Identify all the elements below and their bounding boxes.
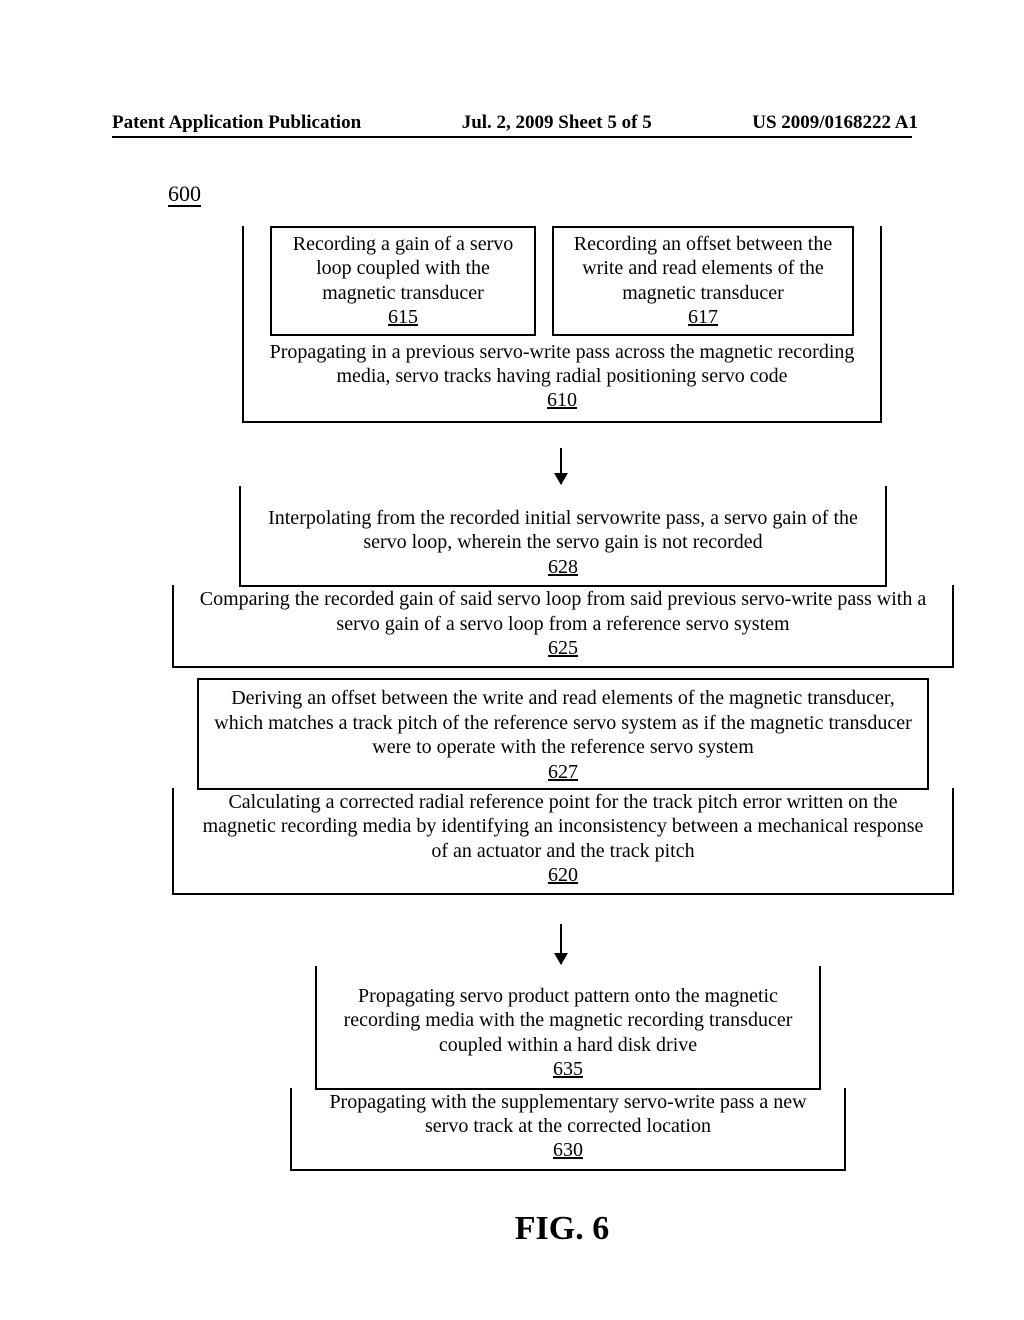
step-630-ref: 630 [553, 1139, 583, 1161]
step-630-group: Propagating servo product pattern onto t… [290, 966, 846, 1171]
step-615-text: Recording a gain of a servo loop coupled… [293, 233, 513, 304]
flow-number-text: 600 [168, 182, 201, 207]
step-620-group: Interpolating from the recorded initial … [172, 486, 954, 895]
step-610-ref: 610 [547, 389, 577, 411]
step-625-ref: 625 [548, 637, 578, 659]
step-610-text: Propagating in a previous servo-write pa… [270, 341, 855, 387]
step-625-text: Comparing the recorded gain of said serv… [200, 588, 926, 634]
step-615-ref: 615 [388, 306, 418, 328]
step-617: Recording an offset between the write an… [552, 226, 854, 336]
page-header: Patent Application Publication Jul. 2, 2… [0, 112, 1024, 134]
step-610: Recording a gain of a servo loop coupled… [242, 226, 882, 423]
header-rule [112, 136, 912, 138]
step-615: Recording a gain of a servo loop coupled… [270, 226, 536, 336]
step-610-inner-row: Recording a gain of a servo loop coupled… [258, 226, 866, 336]
step-635-ref: 635 [553, 1058, 583, 1080]
step-628-text: Interpolating from the recorded initial … [268, 507, 858, 553]
step-617-text: Recording an offset between the write an… [574, 233, 832, 304]
step-620: Calculating a corrected radial reference… [172, 788, 954, 896]
header-center: Jul. 2, 2009 Sheet 5 of 5 [462, 112, 652, 134]
step-635: Propagating servo product pattern onto t… [315, 966, 821, 1090]
header-right: US 2009/0168222 A1 [752, 112, 918, 134]
step-628: Interpolating from the recorded initial … [239, 486, 887, 587]
step-635-text: Propagating servo product pattern onto t… [344, 985, 793, 1056]
arrow-620-to-630 [560, 924, 562, 964]
step-630-text: Propagating with the supplementary servo… [329, 1091, 806, 1137]
step-628-ref: 628 [548, 556, 578, 578]
step-617-ref: 617 [688, 306, 718, 328]
step-625: Comparing the recorded gain of said serv… [172, 585, 954, 668]
header-left: Patent Application Publication [112, 112, 361, 134]
flow-number: 600 [168, 182, 201, 207]
arrow-610-to-620 [560, 448, 562, 484]
step-630: Propagating with the supplementary servo… [290, 1088, 846, 1171]
step-620-text: Calculating a corrected radial reference… [203, 791, 924, 862]
figure-label: FIG. 6 [112, 1210, 1012, 1248]
step-620-ref: 620 [548, 864, 578, 886]
step-627: Deriving an offset between the write and… [197, 678, 929, 790]
step-627-text: Deriving an offset between the write and… [214, 687, 911, 758]
step-627-ref: 627 [548, 761, 578, 783]
